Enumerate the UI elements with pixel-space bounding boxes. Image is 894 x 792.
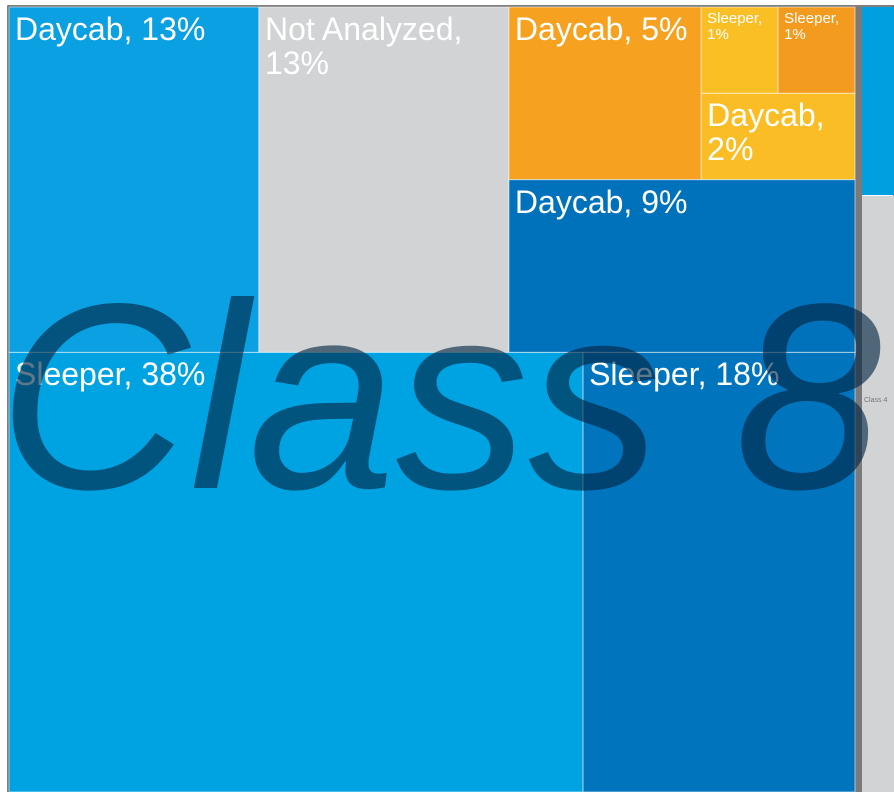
cell-label: Daycab, 13% bbox=[15, 11, 206, 47]
cell bbox=[777, 6, 856, 94]
cell-label-box: Sleeper, 38% bbox=[15, 356, 206, 393]
cell-label-box: Daycab, 5% bbox=[514, 11, 688, 47]
cell bbox=[8, 351, 584, 792]
cell-label-box: Daycab, 2% bbox=[707, 97, 825, 167]
cell-label-box: Sleeper, 1% bbox=[784, 10, 840, 43]
cell-label: Daycab, 5% bbox=[514, 11, 688, 47]
cell-label: Sleeper, 1% bbox=[784, 10, 840, 43]
cell-label-box: Not Analyzed, 13% bbox=[264, 11, 463, 81]
cell bbox=[508, 6, 702, 181]
cell-label: Daycab, 2% bbox=[707, 97, 825, 167]
cell-label-box: Daycab, 13% bbox=[15, 11, 206, 47]
cell-label-box: Daycab, 9% bbox=[514, 183, 688, 220]
cell-label: Sleeper, 18% bbox=[589, 356, 780, 393]
group-label: Class 8 bbox=[0, 249, 883, 545]
cell-label-box: Sleeper, 1% bbox=[707, 10, 763, 43]
side-block bbox=[862, 7, 894, 195]
cell bbox=[258, 6, 510, 353]
cell-label: Not Analyzed, 13% bbox=[264, 11, 463, 81]
group-label: Class 4 bbox=[864, 397, 887, 404]
side-block bbox=[862, 196, 894, 792]
cell bbox=[700, 6, 779, 94]
cell-label: Sleeper, 1% bbox=[707, 10, 763, 43]
cell bbox=[508, 179, 856, 353]
cell bbox=[582, 351, 856, 792]
cell bbox=[700, 92, 856, 181]
cell-label: Sleeper, 38% bbox=[15, 356, 206, 393]
cell-label-box: Sleeper, 18% bbox=[589, 356, 780, 393]
cell-label: Daycab, 9% bbox=[514, 183, 688, 220]
divider bbox=[855, 7, 862, 792]
